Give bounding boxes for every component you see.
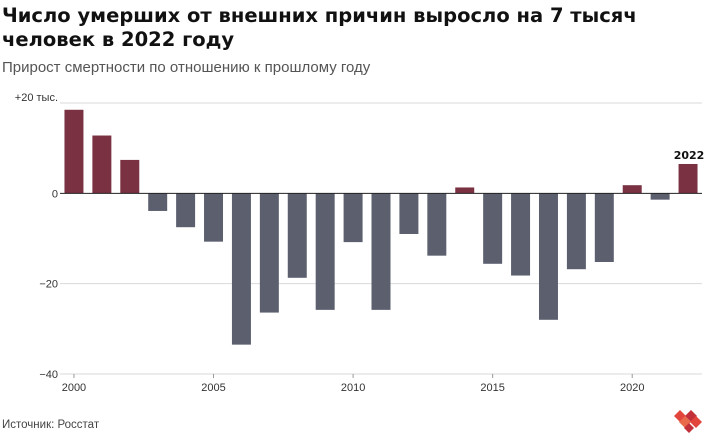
source-note: Источник: Росстат <box>2 419 100 431</box>
bar <box>427 193 447 256</box>
bar <box>64 109 84 194</box>
bar <box>622 185 642 194</box>
bar <box>511 193 531 276</box>
chart-title: Число умерших от внешних причин выросло … <box>2 4 637 51</box>
x-tick-label: 2005 <box>201 382 225 394</box>
bar <box>231 193 251 345</box>
bar <box>148 193 168 211</box>
bar <box>315 193 335 310</box>
bar <box>176 193 196 228</box>
y-axis-ticks: +20 тыс. 0 −20 −40 <box>15 92 58 381</box>
bar <box>399 193 419 234</box>
bar <box>566 193 586 270</box>
bar <box>371 193 391 310</box>
x-tick-label: 2015 <box>480 382 504 394</box>
chart-subtitle: Прирост смертности по отношению к прошло… <box>2 59 371 76</box>
brand-logo-icon <box>674 410 702 433</box>
bar <box>678 163 698 194</box>
bar <box>259 193 279 313</box>
bar <box>287 193 307 278</box>
bar-chart: +20 тыс. 0 −20 −40 2000 2005 2010 2015 2020 202… <box>15 92 705 394</box>
bar <box>594 193 614 262</box>
bar <box>455 187 475 194</box>
y-tick-label: 0 <box>52 188 58 200</box>
bar <box>92 135 112 194</box>
x-tick-label: 2020 <box>620 382 644 394</box>
bar <box>483 193 503 264</box>
bar <box>650 193 670 200</box>
x-axis-ticks: 2000 2005 2010 2015 2020 <box>62 374 644 394</box>
bar <box>343 193 363 243</box>
x-tick-label: 2010 <box>341 382 365 394</box>
y-tick-label: +20 тыс. <box>15 92 58 104</box>
y-tick-label: −40 <box>39 369 58 381</box>
bars <box>64 109 698 345</box>
y-tick-label: −20 <box>39 279 58 291</box>
bar-annotation-label: 2022 <box>674 149 705 162</box>
x-tick-label: 2000 <box>62 382 86 394</box>
bar <box>204 193 224 242</box>
bar <box>538 193 558 320</box>
bar <box>120 159 140 194</box>
bar-annotations: 2022 <box>674 149 705 162</box>
